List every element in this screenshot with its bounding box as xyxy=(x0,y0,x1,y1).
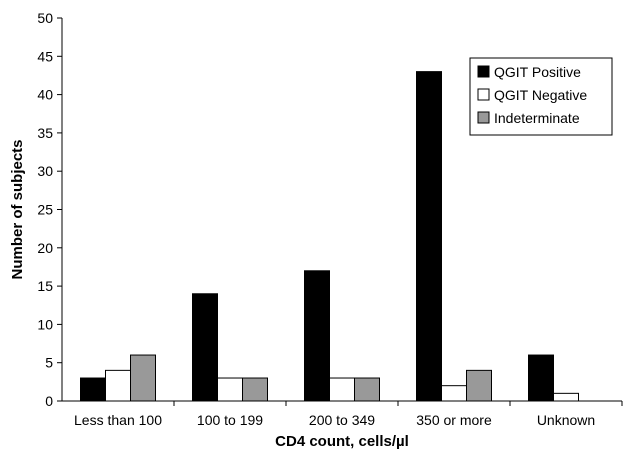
y-tick-label: 40 xyxy=(37,87,53,103)
legend-swatch xyxy=(477,111,490,124)
x-axis-title: CD4 count, cells/µl xyxy=(275,433,409,450)
y-tick-label: 25 xyxy=(37,202,53,218)
bar-indeterminate xyxy=(242,377,268,402)
bar-indeterminate xyxy=(466,369,492,402)
bar-qgit-negative xyxy=(441,385,467,402)
y-tick-label: 20 xyxy=(37,240,53,256)
legend-swatch xyxy=(477,65,490,78)
bar-qgit-negative xyxy=(553,392,579,402)
x-tick-label: Less than 100 xyxy=(74,412,162,428)
y-tick-label: 35 xyxy=(37,125,53,141)
bar-qgit-negative xyxy=(217,377,243,402)
bars xyxy=(80,71,579,402)
bar-qgit-positive xyxy=(192,293,218,402)
bar-qgit-positive xyxy=(304,270,330,402)
bar-indeterminate xyxy=(354,377,380,402)
y-tick-label: 30 xyxy=(37,163,53,179)
bar-qgit-negative xyxy=(105,369,131,402)
x-tick-label: 200 to 349 xyxy=(309,412,375,428)
legend-swatch xyxy=(477,88,490,101)
y-tick-label: 15 xyxy=(37,278,53,294)
x-tick-label: 350 or more xyxy=(416,412,492,428)
legend-label: QGIT Negative xyxy=(494,87,587,103)
x-tick-label: Unknown xyxy=(537,412,595,428)
bar-qgit-negative xyxy=(329,377,355,402)
y-tick-label: 0 xyxy=(45,393,53,409)
x-tick-label: 100 to 199 xyxy=(197,412,263,428)
bar-qgit-positive xyxy=(80,377,106,402)
bar-indeterminate xyxy=(130,354,156,402)
legend: QGIT Positive QGIT Negative Indeterminate xyxy=(469,57,613,136)
legend-label: QGIT Positive xyxy=(494,64,581,80)
legend-frame xyxy=(469,57,613,136)
legend-label: Indeterminate xyxy=(494,110,580,126)
y-tick-label: 45 xyxy=(37,48,53,64)
y-axis-ticks: 0 5 10 15 20 25 30 35 40 45 50 xyxy=(37,10,62,409)
y-tick-label: 10 xyxy=(37,316,53,332)
y-tick-label: 50 xyxy=(37,10,53,26)
y-axis-title: Number of subjects xyxy=(9,139,26,279)
x-axis-ticks: Less than 100 100 to 199 200 to 349 350 or … xyxy=(74,401,623,428)
bar-qgit-positive xyxy=(416,71,442,402)
y-tick-label: 5 xyxy=(45,355,53,371)
bar-qgit-positive xyxy=(528,354,554,402)
